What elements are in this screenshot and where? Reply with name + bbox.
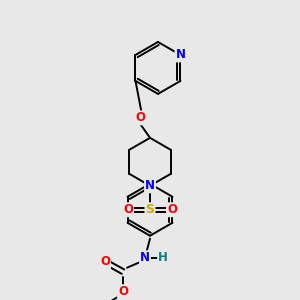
Text: N: N <box>140 251 150 264</box>
Text: O: O <box>100 255 110 268</box>
Text: N: N <box>145 179 155 192</box>
Text: N: N <box>176 48 185 62</box>
Text: O: O <box>118 285 128 298</box>
Text: S: S <box>146 203 154 216</box>
Text: O: O <box>123 203 133 216</box>
Text: O: O <box>167 203 177 216</box>
Text: O: O <box>135 111 145 124</box>
Text: H: H <box>158 251 168 264</box>
